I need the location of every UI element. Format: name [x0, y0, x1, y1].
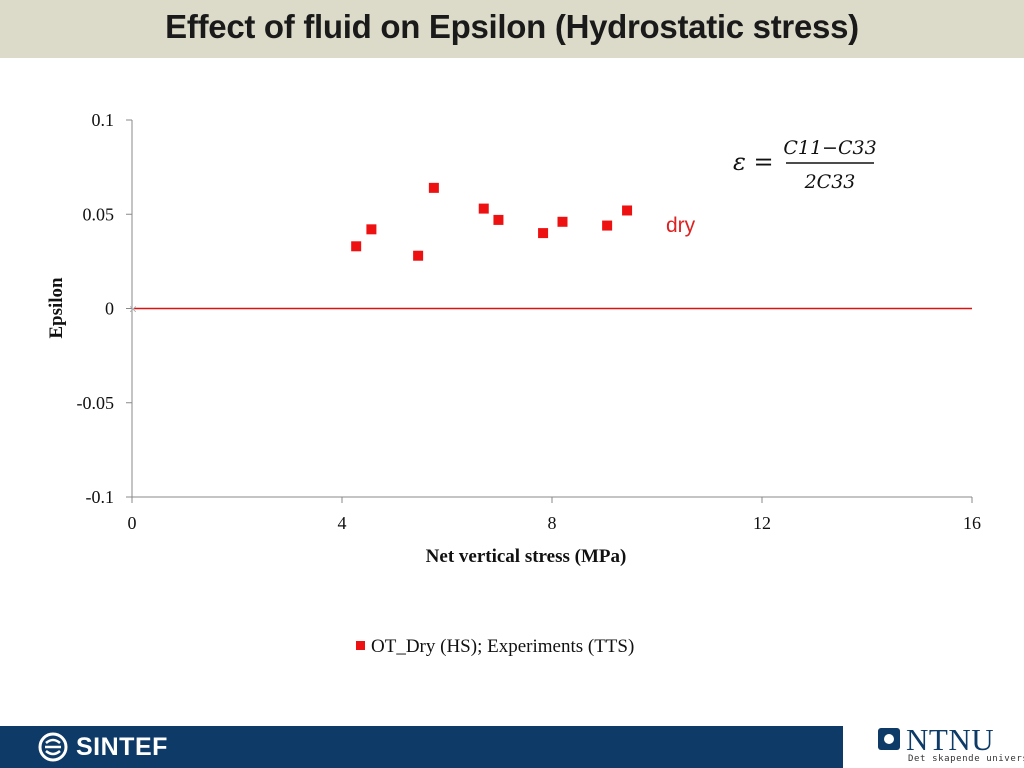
data-point: [413, 250, 424, 261]
slide-title: Effect of fluid on Epsilon (Hydrostatic …: [165, 8, 859, 45]
dry-annotation: dry: [666, 214, 696, 237]
data-point: [428, 182, 439, 193]
footer-bar: SINTEF: [0, 726, 843, 768]
y-tick-label: -0.05: [77, 393, 115, 413]
data-point: [493, 214, 504, 225]
y-tick-label: 0: [105, 299, 114, 319]
y-axis-title: Epsilon: [46, 277, 67, 339]
x-tick-label: 12: [753, 513, 771, 533]
legend-marker: [356, 641, 365, 650]
formula-numerator: C11−C33: [783, 137, 876, 159]
sintef-logo: SINTEF: [38, 732, 168, 762]
data-point: [622, 205, 633, 216]
x-tick-label: 8: [548, 513, 557, 533]
data-point: [478, 203, 489, 214]
sintef-emblem-icon: [38, 732, 68, 762]
y-tick-label: 0.1: [92, 110, 115, 130]
data-point: [538, 228, 549, 239]
data-point: [351, 241, 362, 252]
zero-marker-icon: ×: [128, 303, 137, 316]
y-tick-label: -0.1: [86, 487, 115, 507]
ntnu-wordmark: NTNU: [906, 722, 995, 757]
ntnu-emblem-icon: [878, 728, 900, 750]
x-tick-label: 0: [128, 513, 137, 533]
x-tick-label: 4: [338, 513, 347, 533]
x-tick-label: 16: [963, 513, 981, 533]
ntnu-tagline: Det skapende universitet: [908, 754, 1024, 764]
data-point: [557, 216, 568, 227]
data-point: [602, 220, 613, 231]
formula-denominator: 2C33: [804, 171, 856, 193]
y-tick-label: 0.05: [83, 204, 115, 224]
legend-label: OT_Dry (HS); Experiments (TTS): [371, 636, 634, 657]
ntnu-logo: NTNU Det skapende universitet: [876, 722, 1024, 768]
sintef-wordmark: SINTEF: [76, 732, 168, 761]
x-axis-title: Net vertical stress (MPa): [426, 546, 627, 567]
title-bar: Effect of fluid on Epsilon (Hydrostatic …: [0, 0, 1024, 58]
data-point: [366, 224, 377, 235]
formula-lhs: ε =: [733, 148, 774, 176]
scatter-chart: 0.1 0.05 0 -0.05 -0.1 0 4 8 12 16 × Net vertical st…: [46, 110, 981, 657]
